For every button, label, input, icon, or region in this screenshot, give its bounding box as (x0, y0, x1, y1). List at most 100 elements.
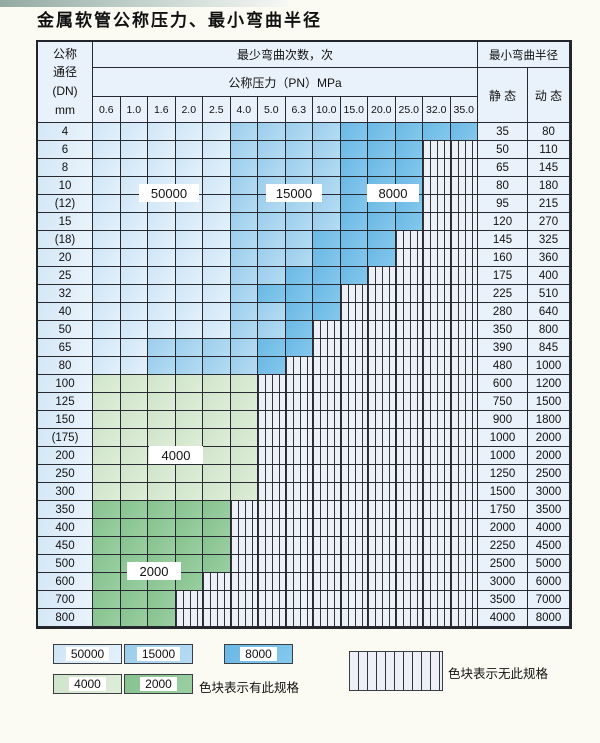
legend-swatch: 2000 (124, 674, 193, 694)
spec-zone-cell (148, 393, 176, 411)
no-spec-cell (340, 465, 368, 483)
spec-zone-cell (258, 357, 286, 375)
dn-cell: (12) (38, 195, 93, 213)
spec-zone-cell (203, 375, 231, 393)
spec-zone-cell (203, 321, 231, 339)
spec-zone-cell (230, 375, 258, 393)
no-spec-cell (258, 465, 286, 483)
dn-header-line: 通径 (52, 65, 77, 80)
no-spec-cell (313, 591, 341, 609)
no-spec-cell (395, 465, 423, 483)
spec-zone-cell (175, 267, 203, 285)
spec-zone-cell (230, 249, 258, 267)
spec-zone-cell (148, 231, 176, 249)
spec-zone-cell (120, 591, 148, 609)
spec-zone-cell (203, 537, 231, 555)
no-spec-cell (258, 555, 286, 573)
pressure-col-header: 32.0 (423, 97, 451, 123)
static-radius-cell: 2250 (478, 537, 528, 555)
no-spec-cell (450, 465, 478, 483)
dynamic-radius-cell: 800 (528, 321, 570, 339)
no-spec-cell (203, 591, 231, 609)
legend-swatch-label: 50000 (65, 647, 110, 661)
spec-zone-cell (423, 123, 451, 141)
no-spec-cell (368, 375, 396, 393)
dynamic-radius-cell: 360 (528, 249, 570, 267)
static-radius-cell: 480 (478, 357, 528, 375)
spec-zone-cell (258, 123, 286, 141)
no-spec-cell (313, 411, 341, 429)
no-spec-cell (423, 249, 451, 267)
spec-zone-cell (258, 303, 286, 321)
spec-zone-cell (340, 159, 368, 177)
dn-cell: 32 (38, 285, 93, 303)
no-spec-cell (368, 303, 396, 321)
spec-zone-cell (175, 285, 203, 303)
no-spec-cell (340, 447, 368, 465)
static-radius-cell: 95 (478, 195, 528, 213)
static-radius-cell: 2500 (478, 555, 528, 573)
no-spec-cell (285, 609, 313, 627)
no-spec-cell (230, 501, 258, 519)
spec-zone-cell (120, 231, 148, 249)
pressure-col-header: 4.0 (230, 97, 258, 123)
no-spec-cell (450, 285, 478, 303)
no-spec-cell (395, 393, 423, 411)
dynamic-radius-cell: 6000 (528, 573, 570, 591)
no-spec-cell (450, 303, 478, 321)
spec-zone-cell (148, 591, 176, 609)
dn-cell: 25 (38, 267, 93, 285)
pressure-col-header: 20.0 (368, 97, 396, 123)
spec-zone-cell (258, 339, 286, 357)
no-spec-cell (423, 213, 451, 231)
no-spec-cell (313, 375, 341, 393)
dn-cell: 300 (38, 483, 93, 501)
dynamic-radius-cell: 7000 (528, 591, 570, 609)
dynamic-radius-cell: 4500 (528, 537, 570, 555)
no-spec-cell (313, 573, 341, 591)
dynamic-radius-cell: 270 (528, 213, 570, 231)
dn-cell: 15 (38, 213, 93, 231)
spec-zone-cell (93, 285, 121, 303)
no-spec-cell (368, 285, 396, 303)
dynamic-radius-cell: 845 (528, 339, 570, 357)
no-spec-cell (285, 501, 313, 519)
spec-zone-cell (368, 141, 396, 159)
spec-zone-cell (148, 465, 176, 483)
spec-zone-cell (230, 357, 258, 375)
spec-zone-cell (258, 159, 286, 177)
no-spec-cell (423, 555, 451, 573)
nominal-pressure-header: 公称压力（PN）MPa (93, 68, 478, 97)
no-spec-cell (285, 465, 313, 483)
no-spec-cell (395, 519, 423, 537)
no-spec-cell (395, 231, 423, 249)
no-spec-cell (423, 231, 451, 249)
dynamic-radius-cell: 8000 (528, 609, 570, 627)
dn-cell: 800 (38, 609, 93, 627)
no-spec-cell (340, 375, 368, 393)
no-spec-cell (313, 609, 341, 627)
static-radius-cell: 3000 (478, 573, 528, 591)
spec-zone-cell (175, 429, 203, 447)
dn-cell: 65 (38, 339, 93, 357)
spec-zone-cell (258, 321, 286, 339)
spec-zone-cell (93, 519, 121, 537)
no-spec-cell (340, 339, 368, 357)
no-spec-cell (285, 357, 313, 375)
dynamic-radius-cell: 80 (528, 123, 570, 141)
spec-zone-cell (368, 213, 396, 231)
spec-zone-cell (120, 609, 148, 627)
no-spec-cell (258, 537, 286, 555)
no-spec-cell (313, 537, 341, 555)
no-spec-cell (423, 141, 451, 159)
no-spec-cell (340, 591, 368, 609)
no-spec-cell (340, 501, 368, 519)
spec-zone-cell (148, 375, 176, 393)
spec-zone-cell (313, 303, 341, 321)
no-spec-cell (285, 447, 313, 465)
no-spec-cell (395, 375, 423, 393)
dn-cell: 150 (38, 411, 93, 429)
spec-zone-cell (93, 123, 121, 141)
spec-zone-cell (93, 393, 121, 411)
spec-zone-cell (120, 465, 148, 483)
